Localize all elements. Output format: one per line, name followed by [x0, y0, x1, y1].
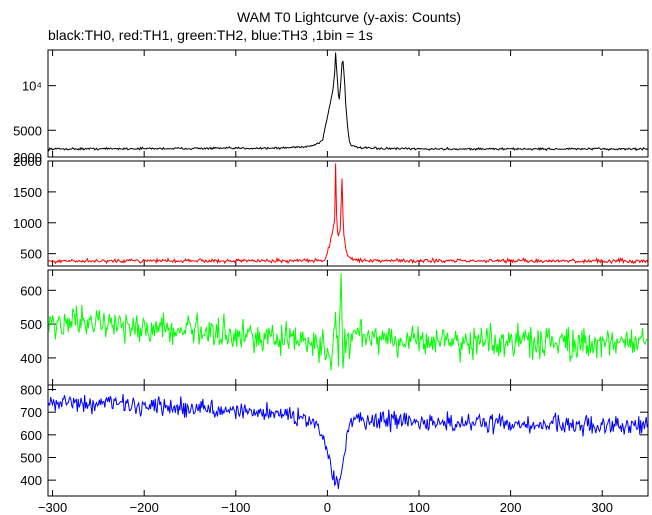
panel-th3: 400 500 600 700 800	[20, 383, 649, 497]
y-tick-label: 1000	[13, 216, 42, 231]
panel-frame	[47, 49, 649, 158]
x-tick-label: 0	[324, 500, 331, 515]
y-tick-label: 500	[20, 450, 42, 465]
panel-th0: 2000 5000 10⁴	[13, 49, 649, 165]
y-tick-label: 10⁴	[22, 79, 42, 94]
y-tick-label: 1500	[13, 185, 42, 200]
y-tick-label: 600	[20, 428, 42, 443]
chart-subtitle: black:TH0, red:TH1, green:TH2, blue:TH3 …	[48, 27, 373, 43]
y-tick-label: 400	[20, 351, 42, 366]
y-tick-label: 700	[20, 405, 42, 420]
chart-title: WAM T0 Lightcurve (y-axis: Counts)	[237, 9, 461, 25]
x-tick-label: 200	[500, 500, 522, 515]
series-th2-line	[47, 273, 649, 371]
y-tick-label: 500	[20, 247, 42, 262]
x-tick-label: 300	[591, 500, 613, 515]
panels-layer: 2000 5000 10⁴ 500 1000 1500 2000 400 500 600 400 50…	[13, 49, 649, 497]
series-th1-line	[47, 163, 649, 265]
y-tick-label: 500	[20, 317, 42, 332]
panel-th1: 500 1000 1500 2000	[13, 154, 649, 267]
x-axis: −300 −200 −100 0 100 200 300	[38, 500, 613, 515]
x-tick-label: −100	[221, 500, 250, 515]
panel-th2: 400 500 600	[20, 269, 649, 386]
y-tick-label: 600	[20, 283, 42, 298]
series-th3-line	[47, 394, 649, 490]
series-th0-line	[47, 52, 649, 152]
panel-frame	[47, 160, 649, 267]
panel-frame	[47, 384, 649, 497]
y-tick-label: 2000	[13, 154, 42, 169]
x-tick-label: 100	[408, 500, 430, 515]
y-tick-label: 5000	[13, 123, 42, 138]
y-tick-label: 800	[20, 383, 42, 398]
x-tick-label: −300	[38, 500, 67, 515]
x-tick-label: −200	[130, 500, 159, 515]
y-tick-label: 2000	[13, 150, 42, 165]
y-tick-label: 400	[20, 473, 42, 488]
